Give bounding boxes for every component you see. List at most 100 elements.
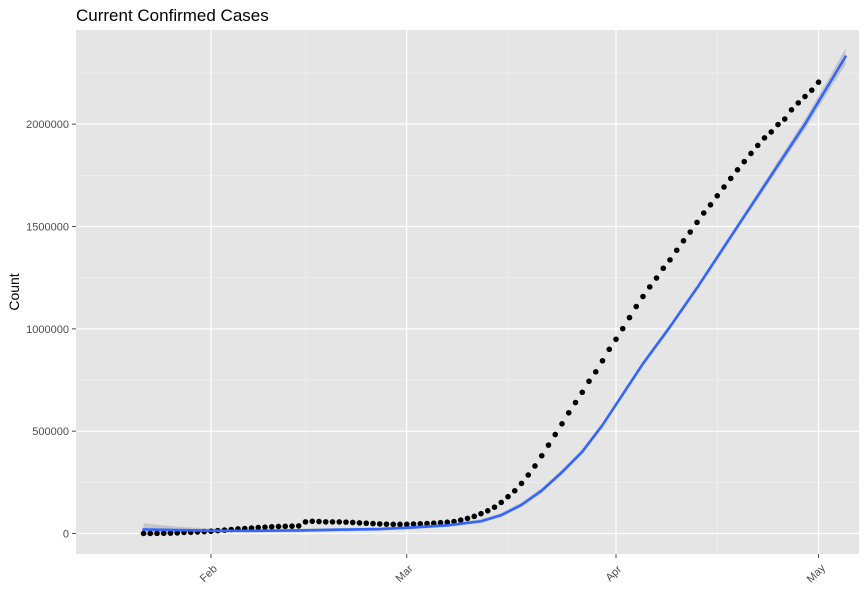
data-point (714, 192, 721, 199)
data-point (768, 129, 775, 135)
data-point (613, 336, 619, 343)
data-point (336, 519, 343, 525)
data-point (275, 523, 282, 530)
x-tick-label: Mar (394, 563, 416, 585)
data-point (741, 158, 748, 165)
data-point (383, 521, 390, 527)
data-point (552, 431, 559, 438)
data-point (633, 303, 640, 310)
data-point (282, 523, 289, 530)
data-point (788, 107, 795, 113)
data-point (734, 167, 741, 173)
data-point (626, 314, 633, 321)
y-tick-label: 1500000 (26, 222, 69, 234)
data-point (390, 521, 397, 528)
data-point (579, 389, 586, 396)
data-point (289, 523, 295, 529)
data-point (410, 521, 417, 527)
data-point (505, 493, 511, 500)
data-point (484, 508, 491, 514)
data-point (775, 121, 781, 128)
data-point (356, 520, 363, 526)
data-point (572, 399, 579, 406)
data-point (781, 116, 788, 122)
data-point (268, 523, 275, 530)
y-tick-label: 500000 (32, 426, 69, 438)
data-point (147, 530, 154, 537)
data-point (687, 229, 694, 235)
data-point (707, 202, 714, 208)
data-point (518, 480, 525, 487)
data-point (748, 150, 754, 157)
points-layer (140, 79, 822, 537)
data-point (464, 515, 471, 522)
data-point (640, 293, 646, 300)
y-tick-label: 2000000 (26, 119, 69, 131)
data-point (646, 284, 653, 290)
data-point (802, 93, 808, 100)
data-point (329, 519, 336, 525)
data-point (619, 325, 626, 332)
data-point (586, 378, 592, 385)
data-point (160, 530, 167, 537)
data-point (660, 265, 667, 272)
data-point (721, 184, 727, 190)
data-point (680, 238, 687, 244)
data-point (343, 519, 349, 525)
data-point (498, 499, 505, 506)
data-point (471, 513, 478, 520)
data-point (457, 517, 464, 523)
minor-gridlines (76, 30, 859, 554)
data-point (140, 530, 147, 537)
data-point (363, 520, 370, 527)
data-point (295, 523, 302, 529)
x-tick-label: Apr (604, 563, 625, 584)
data-point (316, 518, 322, 525)
chart-title: Current Confirmed Cases (76, 6, 269, 25)
data-point (262, 524, 268, 530)
y-tick-label: 1000000 (26, 324, 69, 336)
data-point (174, 530, 181, 536)
data-point (430, 520, 437, 527)
x-tick-label: Feb (198, 563, 220, 585)
data-point (754, 142, 761, 149)
data-point (538, 452, 545, 459)
data-point (815, 79, 822, 85)
data-point (154, 530, 160, 537)
data-point (606, 346, 613, 353)
data-point (673, 247, 680, 254)
data-point (309, 518, 316, 525)
data-point (559, 421, 565, 427)
data-point (478, 510, 484, 517)
y-tick-label: 0 (63, 529, 69, 541)
smooth-line-layer (142, 55, 847, 533)
data-point (417, 520, 424, 527)
data-point (532, 463, 538, 469)
plot-panel (76, 30, 859, 554)
data-point (694, 219, 700, 226)
data-point (599, 357, 606, 364)
smooth-trend-line (142, 55, 847, 533)
data-point (403, 521, 410, 528)
data-point (444, 519, 451, 526)
data-point (322, 519, 329, 525)
data-point (491, 504, 498, 510)
data-point (424, 520, 430, 527)
data-point (525, 472, 532, 478)
data-point (370, 520, 376, 527)
data-point (565, 409, 572, 416)
data-point (667, 257, 673, 263)
major-gridlines (76, 30, 859, 554)
data-point (167, 530, 174, 536)
y-axis-label: Count (6, 273, 22, 310)
data-point (700, 210, 707, 216)
data-point (302, 519, 309, 525)
data-point (653, 275, 660, 281)
data-point (545, 442, 552, 448)
data-point (255, 524, 262, 531)
data-point (349, 519, 356, 526)
data-point (397, 521, 403, 528)
data-point (761, 135, 768, 141)
